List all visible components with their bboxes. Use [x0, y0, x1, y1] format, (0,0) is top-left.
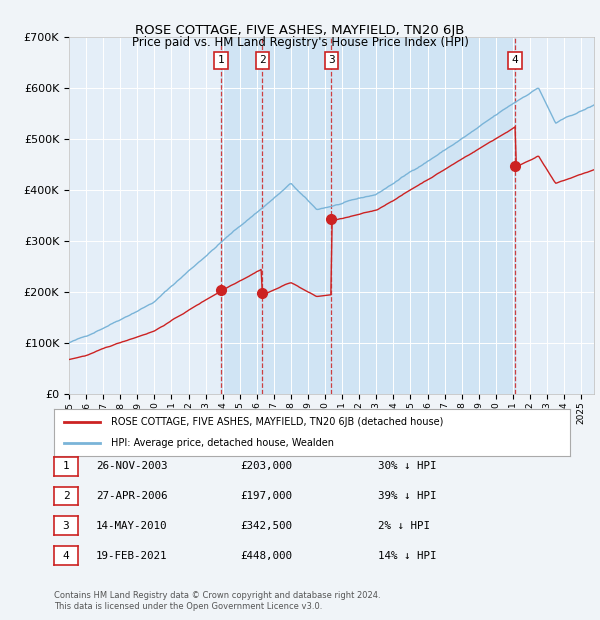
Text: 2% ↓ HPI: 2% ↓ HPI [378, 521, 430, 531]
Text: 27-APR-2006: 27-APR-2006 [96, 491, 167, 501]
Bar [262, 37, 331, 394]
Text: 2: 2 [259, 55, 266, 65]
Text: 4: 4 [512, 55, 518, 65]
Text: 2: 2 [62, 491, 70, 501]
Text: 4: 4 [62, 551, 70, 560]
Text: 39% ↓ HPI: 39% ↓ HPI [378, 491, 437, 501]
Text: £448,000: £448,000 [240, 551, 292, 560]
Text: 3: 3 [328, 55, 335, 65]
Text: 26-NOV-2003: 26-NOV-2003 [96, 461, 167, 471]
Text: £342,500: £342,500 [240, 521, 292, 531]
Text: 19-FEB-2021: 19-FEB-2021 [96, 551, 167, 560]
Text: 1: 1 [62, 461, 70, 471]
Text: £197,000: £197,000 [240, 491, 292, 501]
Text: Contains HM Land Registry data © Crown copyright and database right 2024.
This d: Contains HM Land Registry data © Crown c… [54, 591, 380, 611]
Text: 3: 3 [62, 521, 70, 531]
Text: HPI: Average price, detached house, Wealden: HPI: Average price, detached house, Weal… [111, 438, 334, 448]
Text: ROSE COTTAGE, FIVE ASHES, MAYFIELD, TN20 6JB: ROSE COTTAGE, FIVE ASHES, MAYFIELD, TN20… [136, 24, 464, 37]
Text: Price paid vs. HM Land Registry's House Price Index (HPI): Price paid vs. HM Land Registry's House … [131, 36, 469, 49]
Text: 30% ↓ HPI: 30% ↓ HPI [378, 461, 437, 471]
Text: 1: 1 [218, 55, 224, 65]
Bar [221, 37, 262, 394]
Text: £203,000: £203,000 [240, 461, 292, 471]
Text: ROSE COTTAGE, FIVE ASHES, MAYFIELD, TN20 6JB (detached house): ROSE COTTAGE, FIVE ASHES, MAYFIELD, TN20… [111, 417, 443, 427]
Text: 14-MAY-2010: 14-MAY-2010 [96, 521, 167, 531]
Bar [331, 37, 515, 394]
Text: 14% ↓ HPI: 14% ↓ HPI [378, 551, 437, 560]
